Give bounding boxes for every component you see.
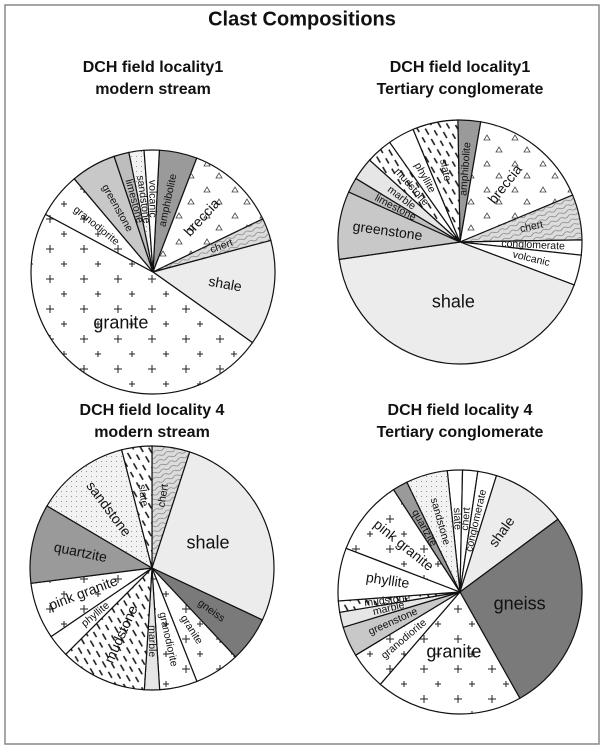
slice-label: shale bbox=[432, 291, 475, 311]
pie-subtitle: modern stream bbox=[94, 424, 210, 441]
slice-pattern bbox=[460, 121, 573, 242]
pie-slice bbox=[143, 149, 161, 273]
pie-title: DCH field locality1 bbox=[390, 59, 531, 76]
slice-label: slate bbox=[437, 158, 453, 182]
slice-label: mudstone bbox=[364, 592, 411, 609]
slice-label: shale bbox=[186, 533, 229, 553]
slice-pattern bbox=[153, 218, 271, 272]
pie-title: DCH field locality1 bbox=[83, 59, 224, 76]
slice-label: slate bbox=[136, 484, 151, 508]
slice-pattern bbox=[46, 449, 152, 568]
slice-pattern bbox=[128, 150, 153, 272]
slice-label: amphibolite bbox=[457, 142, 473, 197]
slice-pattern bbox=[346, 489, 460, 592]
slice-pattern bbox=[413, 120, 460, 242]
slice-pattern bbox=[152, 568, 236, 682]
slice-pattern bbox=[338, 592, 460, 613]
slice-pattern bbox=[153, 158, 263, 272]
slice-label: chert bbox=[459, 507, 473, 531]
slice-label: chert bbox=[155, 483, 171, 508]
pie-subtitle: modern stream bbox=[95, 81, 211, 98]
pie-title: DCH field locality 4 bbox=[388, 402, 533, 419]
slice-pattern bbox=[65, 568, 152, 690]
slice-pattern bbox=[355, 592, 460, 685]
slice-label: chert bbox=[519, 219, 544, 236]
slice-pattern bbox=[380, 592, 520, 714]
pie-slice bbox=[151, 239, 276, 344]
figure-title: Clast Compositions bbox=[208, 8, 396, 30]
slice-pattern bbox=[152, 568, 197, 690]
pie-slice bbox=[338, 241, 575, 365]
slice-label: gneiss bbox=[494, 593, 546, 613]
slice-pattern bbox=[460, 195, 582, 242]
pie-slice bbox=[459, 518, 583, 700]
slice-label: shale bbox=[207, 273, 243, 295]
slice-label: phyllite bbox=[365, 569, 411, 591]
slice-pattern bbox=[406, 470, 460, 592]
pie-subtitle: Tertiary conglomerate bbox=[377, 424, 544, 441]
slice-pattern bbox=[45, 178, 153, 272]
slice-label: volcanic bbox=[146, 180, 158, 218]
slice-pattern bbox=[369, 142, 460, 242]
slice-label: granite bbox=[426, 641, 481, 661]
pie-subtitle: Tertiary conglomerate bbox=[377, 81, 544, 98]
slice-label: conglomerate bbox=[501, 238, 565, 253]
slice-label: granite bbox=[93, 313, 148, 333]
slice-label: marble bbox=[146, 625, 158, 657]
slice-label: slate bbox=[451, 508, 464, 531]
pie-slice bbox=[458, 474, 559, 594]
pie-slice bbox=[29, 505, 154, 584]
slice-pattern bbox=[31, 214, 253, 394]
pie-title: DCH field locality 4 bbox=[80, 402, 225, 419]
slice-pattern bbox=[30, 568, 152, 637]
slice-pattern bbox=[121, 446, 152, 568]
pie-slice bbox=[151, 451, 275, 621]
